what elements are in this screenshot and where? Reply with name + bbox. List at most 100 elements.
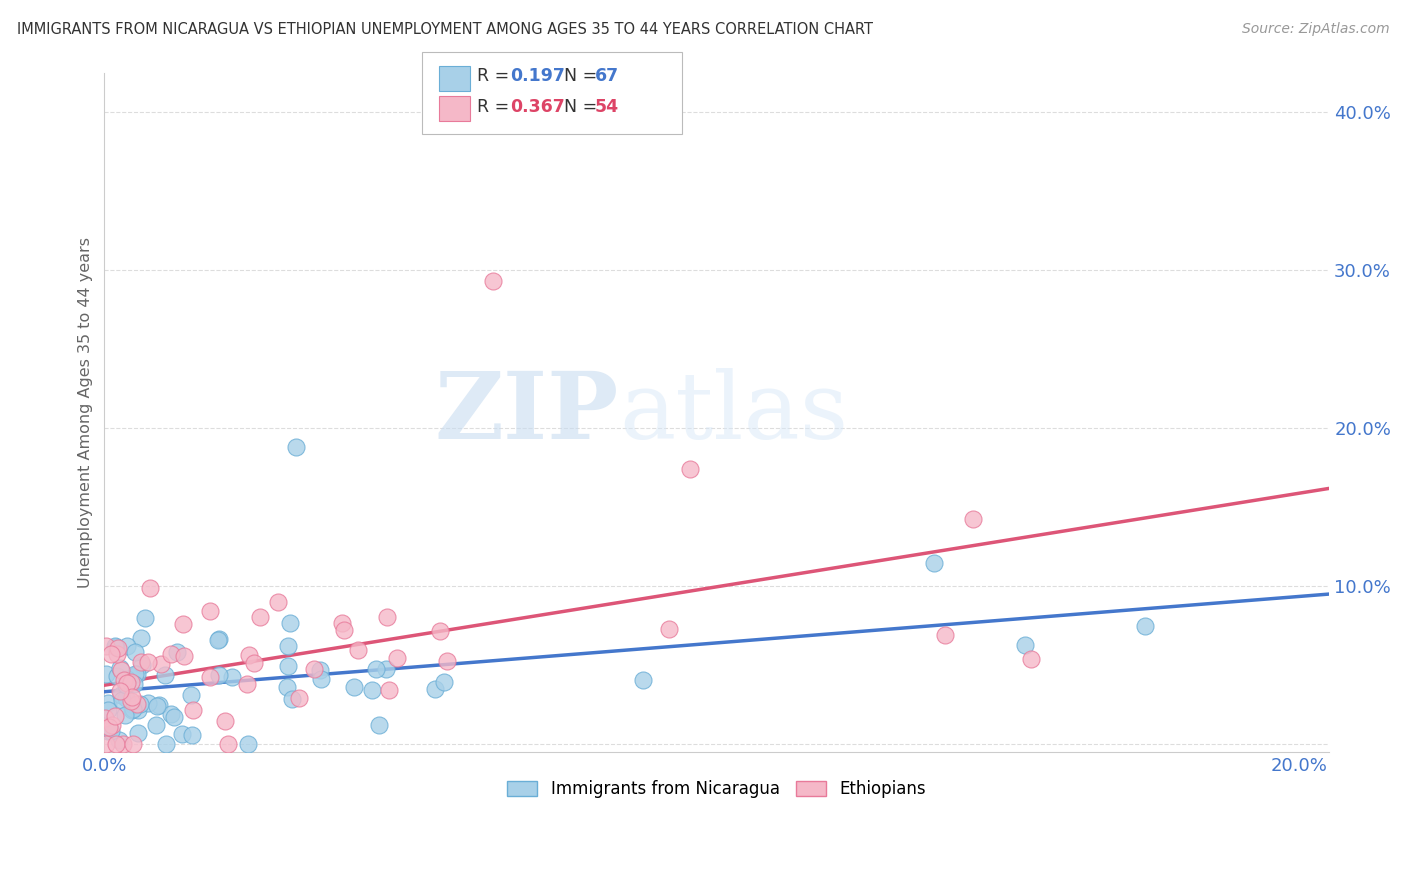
Immigrants from Nicaragua xyxy=(115,678,138,692)
Immigrants from Nicaragua xyxy=(153,668,176,682)
Immigrants from Nicaragua xyxy=(423,682,446,697)
Ethiopians xyxy=(375,610,398,624)
Ethiopians xyxy=(97,720,120,734)
Immigrants from Nicaragua xyxy=(134,611,156,625)
Ethiopians xyxy=(125,698,148,712)
Text: 67: 67 xyxy=(595,67,619,85)
Ethiopians xyxy=(200,670,222,684)
Ethiopians xyxy=(112,673,135,688)
Ethiopians xyxy=(429,624,451,639)
Ethiopians xyxy=(120,674,142,689)
Immigrants from Nicaragua xyxy=(124,666,146,681)
Text: 0.367: 0.367 xyxy=(510,98,565,116)
Immigrants from Nicaragua xyxy=(361,683,384,698)
Immigrants from Nicaragua xyxy=(922,556,945,570)
Ethiopians xyxy=(333,623,356,637)
Immigrants from Nicaragua xyxy=(94,667,117,681)
Text: IMMIGRANTS FROM NICARAGUA VS ETHIOPIAN UNEMPLOYMENT AMONG AGES 35 TO 44 YEARS CO: IMMIGRANTS FROM NICARAGUA VS ETHIOPIAN U… xyxy=(17,22,873,37)
Immigrants from Nicaragua xyxy=(343,680,366,694)
Ethiopians xyxy=(962,512,984,526)
Ethiopians xyxy=(105,647,128,661)
Ethiopians xyxy=(385,651,408,665)
Ethiopians xyxy=(267,595,290,609)
Ethiopians xyxy=(121,690,143,705)
Text: 54: 54 xyxy=(595,98,619,116)
Ethiopians xyxy=(101,718,124,732)
Ethiopians xyxy=(105,737,128,751)
Ethiopians xyxy=(302,662,325,676)
Ethiopians xyxy=(238,648,260,663)
Ethiopians xyxy=(108,683,131,698)
Immigrants from Nicaragua xyxy=(159,707,181,722)
Ethiopians xyxy=(115,676,138,690)
Immigrants from Nicaragua xyxy=(276,680,298,694)
Ethiopians xyxy=(160,647,183,661)
Immigrants from Nicaragua xyxy=(368,718,391,732)
Immigrants from Nicaragua xyxy=(1135,619,1157,633)
Ethiopians xyxy=(129,655,152,669)
Immigrants from Nicaragua xyxy=(136,696,159,710)
Immigrants from Nicaragua xyxy=(108,733,131,747)
Immigrants from Nicaragua xyxy=(145,718,167,732)
Immigrants from Nicaragua xyxy=(122,676,145,690)
Ethiopians xyxy=(96,639,118,653)
Ethiopians xyxy=(181,703,204,717)
Ethiopians xyxy=(288,691,311,706)
Immigrants from Nicaragua xyxy=(277,640,299,654)
Immigrants from Nicaragua xyxy=(276,659,298,673)
Ethiopians xyxy=(107,641,129,656)
Ethiopians xyxy=(243,656,266,670)
Ethiopians xyxy=(347,643,370,657)
Immigrants from Nicaragua xyxy=(104,639,127,653)
Text: R =: R = xyxy=(477,67,515,85)
Immigrants from Nicaragua xyxy=(433,675,456,690)
Immigrants from Nicaragua xyxy=(364,661,387,675)
Immigrants from Nicaragua xyxy=(309,663,332,677)
Legend: Immigrants from Nicaragua, Ethiopians: Immigrants from Nicaragua, Ethiopians xyxy=(501,773,934,805)
Immigrants from Nicaragua xyxy=(374,662,396,676)
Immigrants from Nicaragua xyxy=(125,666,148,681)
Immigrants from Nicaragua xyxy=(124,645,146,659)
Immigrants from Nicaragua xyxy=(1014,638,1036,652)
Immigrants from Nicaragua xyxy=(115,672,138,686)
Immigrants from Nicaragua xyxy=(131,658,153,673)
Immigrants from Nicaragua xyxy=(148,698,170,713)
Immigrants from Nicaragua xyxy=(121,703,143,717)
Ethiopians xyxy=(658,622,681,636)
Immigrants from Nicaragua xyxy=(221,670,243,684)
Immigrants from Nicaragua xyxy=(131,631,153,645)
Ethiopians xyxy=(94,737,117,751)
Ethiopians xyxy=(217,737,239,751)
Ethiopians xyxy=(481,275,503,289)
Ethiopians xyxy=(378,682,401,697)
Immigrants from Nicaragua xyxy=(97,702,120,716)
Immigrants from Nicaragua xyxy=(122,698,145,712)
Y-axis label: Unemployment Among Ages 35 to 44 years: Unemployment Among Ages 35 to 44 years xyxy=(79,237,93,588)
Immigrants from Nicaragua xyxy=(114,707,136,722)
Immigrants from Nicaragua xyxy=(105,669,128,683)
Ethiopians xyxy=(100,647,122,661)
Ethiopians xyxy=(198,603,221,617)
Immigrants from Nicaragua xyxy=(97,723,120,738)
Ethiopians xyxy=(330,616,353,631)
Immigrants from Nicaragua xyxy=(280,691,302,706)
Immigrants from Nicaragua xyxy=(122,702,145,716)
Immigrants from Nicaragua xyxy=(309,672,332,686)
Immigrants from Nicaragua xyxy=(127,726,149,740)
Ethiopians xyxy=(112,737,135,751)
Immigrants from Nicaragua xyxy=(108,661,131,675)
Ethiopians xyxy=(104,709,127,723)
Ethiopians xyxy=(172,617,194,632)
Ethiopians xyxy=(121,737,143,751)
Ethiopians xyxy=(679,462,702,476)
Ethiopians xyxy=(149,657,172,672)
Immigrants from Nicaragua xyxy=(111,693,134,707)
Immigrants from Nicaragua xyxy=(208,668,231,682)
Immigrants from Nicaragua xyxy=(146,698,169,713)
Immigrants from Nicaragua xyxy=(207,632,229,647)
Immigrants from Nicaragua xyxy=(180,688,202,702)
Text: atlas: atlas xyxy=(619,368,848,458)
Immigrants from Nicaragua xyxy=(236,737,259,751)
Immigrants from Nicaragua xyxy=(128,697,150,711)
Ethiopians xyxy=(1019,652,1042,666)
